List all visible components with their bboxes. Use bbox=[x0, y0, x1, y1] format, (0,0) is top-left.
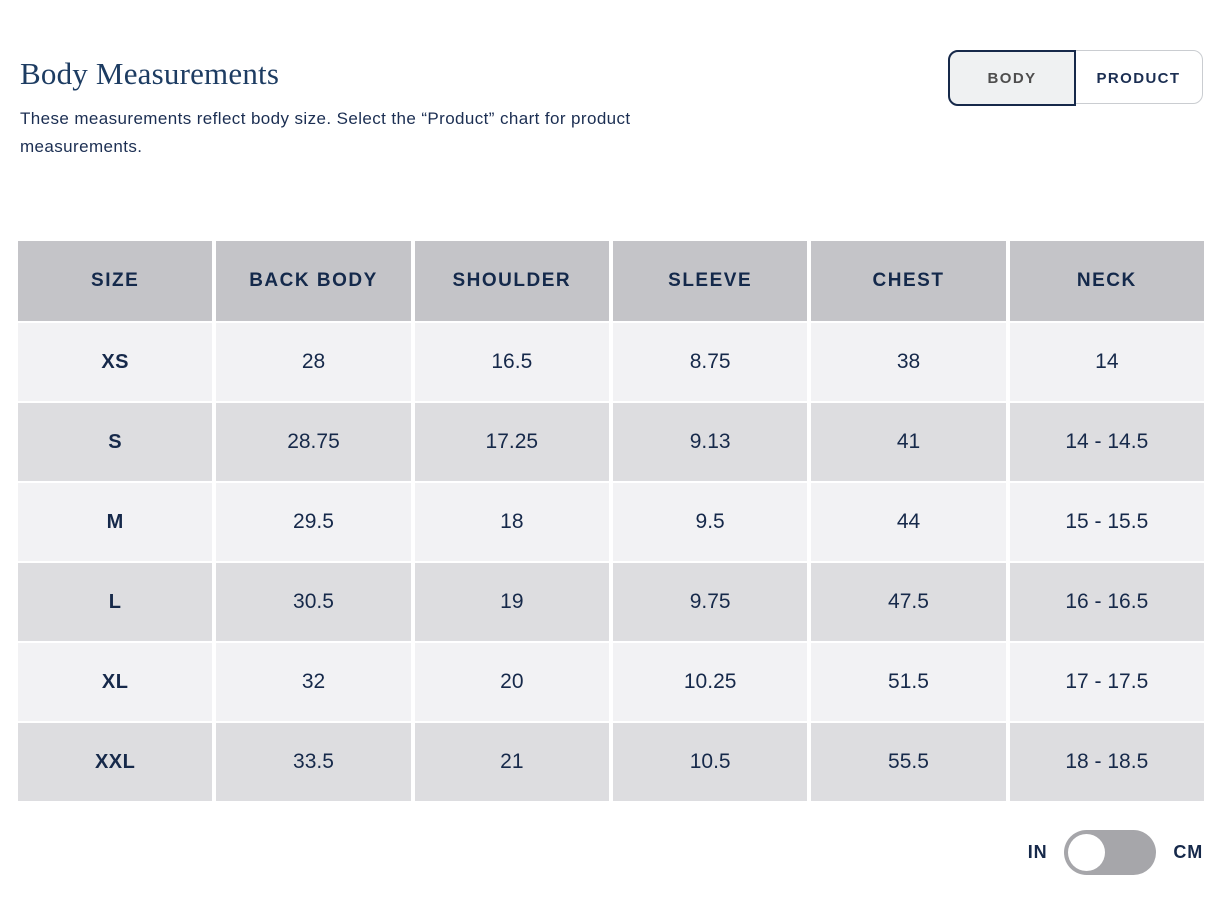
measurement-cell: 19 bbox=[414, 563, 609, 641]
measurement-cell: 38 bbox=[811, 323, 1006, 401]
measurement-cell: 14 bbox=[1009, 323, 1204, 401]
measurement-cell: 16.5 bbox=[414, 323, 609, 401]
measurement-cell: 20 bbox=[414, 643, 609, 721]
measurement-cell: 18 bbox=[414, 483, 609, 561]
header-cell: SLEEVE bbox=[612, 241, 808, 321]
header-cell: NECK bbox=[1009, 241, 1204, 321]
measurement-cell: 15 - 15.5 bbox=[1009, 483, 1204, 561]
measurement-cell: 29.5 bbox=[216, 483, 411, 561]
measurement-cell: 14 - 14.5 bbox=[1009, 403, 1204, 481]
header-cell: SIZE bbox=[18, 241, 213, 321]
measurement-cell: 28 bbox=[216, 323, 411, 401]
measurement-cell: 47.5 bbox=[811, 563, 1006, 641]
table-row: XS 28 16.5 8.75 38 14 bbox=[18, 323, 1204, 401]
size-cell: XS bbox=[18, 323, 213, 401]
measurement-cell: 51.5 bbox=[811, 643, 1006, 721]
header-cell: BACK BODY bbox=[216, 241, 411, 321]
page-title: Body Measurements bbox=[20, 56, 280, 91]
measurement-cell: 17.25 bbox=[414, 403, 609, 481]
size-chart-table: SIZE BACK BODY SHOULDER SLEEVE CHEST NECK XS 2… bbox=[18, 241, 1204, 803]
measurement-cell: 16 - 16.5 bbox=[1009, 563, 1204, 641]
measurement-cell: 10.25 bbox=[612, 643, 808, 721]
size-cell: XL bbox=[18, 643, 213, 721]
measurement-cell: 9.75 bbox=[612, 563, 808, 641]
measurement-cell: 8.75 bbox=[612, 323, 808, 401]
measurement-cell: 21 bbox=[414, 723, 609, 801]
size-cell: M bbox=[18, 483, 213, 561]
table-row: XL 32 20 10.25 51.5 17 - 17.5 bbox=[18, 643, 1204, 721]
chart-type-toggle: BODY PRODUCT bbox=[948, 50, 1203, 106]
cm-label: CM bbox=[1173, 842, 1203, 862]
measurement-cell: 41 bbox=[811, 403, 1006, 481]
table-header-row: SIZE BACK BODY SHOULDER SLEEVE CHEST NECK bbox=[18, 241, 1204, 321]
measurement-cell: 32 bbox=[216, 643, 411, 721]
measurement-cell: 33.5 bbox=[216, 723, 411, 801]
tab-product[interactable]: PRODUCT bbox=[1075, 51, 1202, 105]
measurement-cell: 55.5 bbox=[811, 723, 1006, 801]
header-cell: SHOULDER bbox=[414, 241, 609, 321]
page-description: These measurements reflect body size. Se… bbox=[20, 109, 631, 156]
table-row: XXL 33.5 21 10.5 55.5 18 - 18.5 bbox=[18, 723, 1204, 801]
unit-toggle: IN CM bbox=[1028, 830, 1203, 875]
measurement-cell: 10.5 bbox=[612, 723, 808, 801]
header-cell: CHEST bbox=[811, 241, 1006, 321]
measurement-cell: 30.5 bbox=[216, 563, 411, 641]
table-row: L 30.5 19 9.75 47.5 16 - 16.5 bbox=[18, 563, 1204, 641]
size-cell: L bbox=[18, 563, 213, 641]
measurement-cell: 44 bbox=[811, 483, 1006, 561]
measurement-cell: 18 - 18.5 bbox=[1009, 723, 1204, 801]
measurement-cell: 28.75 bbox=[216, 403, 411, 481]
size-table-body: XS 28 16.5 8.75 38 14 S 28.75 17.25 9.13 41 14 - 14… bbox=[18, 323, 1204, 801]
measurement-cell: 17 - 17.5 bbox=[1009, 643, 1204, 721]
table-row: M 29.5 18 9.5 44 15 - 15.5 bbox=[18, 483, 1204, 561]
size-cell: S bbox=[18, 403, 213, 481]
table-row: S 28.75 17.25 9.13 41 14 - 14.5 bbox=[18, 403, 1204, 481]
size-cell: XXL bbox=[18, 723, 213, 801]
measurement-cell: 9.5 bbox=[612, 483, 808, 561]
unit-toggle-switch[interactable] bbox=[1064, 830, 1157, 875]
in-label: IN bbox=[1027, 842, 1048, 862]
measurement-cell: 9.13 bbox=[612, 403, 808, 481]
toggle-knob bbox=[1068, 834, 1106, 871]
tab-body[interactable]: BODY bbox=[948, 50, 1076, 106]
